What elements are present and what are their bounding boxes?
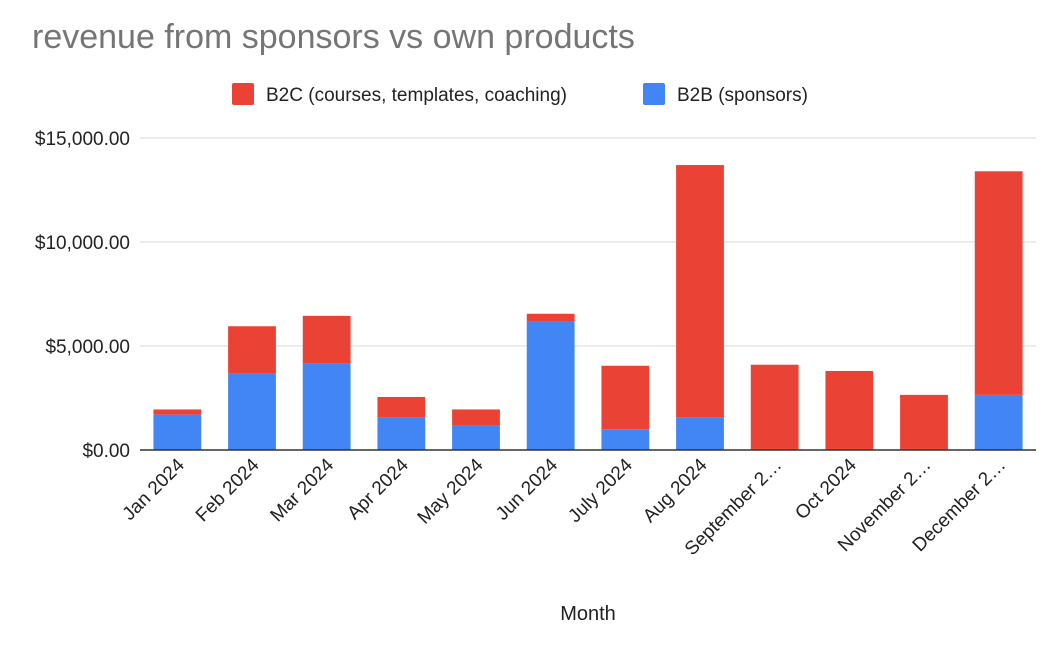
x-tick-label: Apr 2024 <box>343 454 413 524</box>
bar-segment <box>974 394 1023 450</box>
bar-segment <box>302 315 351 364</box>
y-axis-ticks: $0.00 $5,000.00 $10,000.00 $15,000.00 <box>35 129 130 462</box>
bar-segment <box>676 165 724 418</box>
bar-segment <box>601 429 650 450</box>
x-tick-label: May 2024 <box>414 454 488 528</box>
y-tick-label: $0.00 <box>82 441 130 462</box>
bar-segment <box>676 417 724 450</box>
bar-segment <box>900 394 948 449</box>
bar-segment <box>377 396 426 418</box>
bar-segment <box>750 364 799 449</box>
legend-label: B2C (courses, templates, coaching) <box>266 85 567 106</box>
x-tick-label: Oct 2024 <box>791 454 861 524</box>
bar-segment <box>228 373 276 450</box>
bar-segment <box>377 417 426 450</box>
gridlines <box>140 137 1036 347</box>
bar-segment <box>601 365 650 430</box>
bars <box>153 165 1023 450</box>
bar-segment <box>302 363 351 450</box>
x-tick-label: Feb 2024 <box>192 454 264 526</box>
x-tick-label: Jun 2024 <box>492 454 562 524</box>
bar-segment <box>974 171 1023 395</box>
x-axis-title: Month <box>560 603 616 625</box>
y-tick-label: $15,000.00 <box>35 129 130 150</box>
y-tick-label: $5,000.00 <box>45 337 130 358</box>
x-axis-ticks: Jan 2024 Feb 2024 Mar 2024 Apr 2024 May 2024… <box>119 454 1010 560</box>
chart-title: revenue from sponsors vs own products <box>32 18 635 56</box>
bar-segment <box>153 414 202 450</box>
bar-segment <box>452 425 500 450</box>
y-tick-label: $10,000.00 <box>35 233 130 254</box>
x-tick-label: Jan 2024 <box>119 454 189 524</box>
legend-swatch <box>643 83 665 105</box>
bar-segment <box>526 321 575 450</box>
legend-label: B2B (sponsors) <box>677 85 808 106</box>
bar-segment <box>825 370 874 449</box>
x-tick-label: July 2024 <box>565 454 638 527</box>
x-tick-label: Aug 2024 <box>639 454 712 527</box>
x-tick-label: Mar 2024 <box>267 454 339 526</box>
bar-segment <box>452 409 500 426</box>
legend-swatch <box>232 83 254 105</box>
legend: B2C (courses, templates, coaching) B2B (s… <box>232 83 808 106</box>
bar-segment <box>153 409 202 415</box>
bar-segment <box>526 313 575 322</box>
bar-segment <box>228 326 276 374</box>
